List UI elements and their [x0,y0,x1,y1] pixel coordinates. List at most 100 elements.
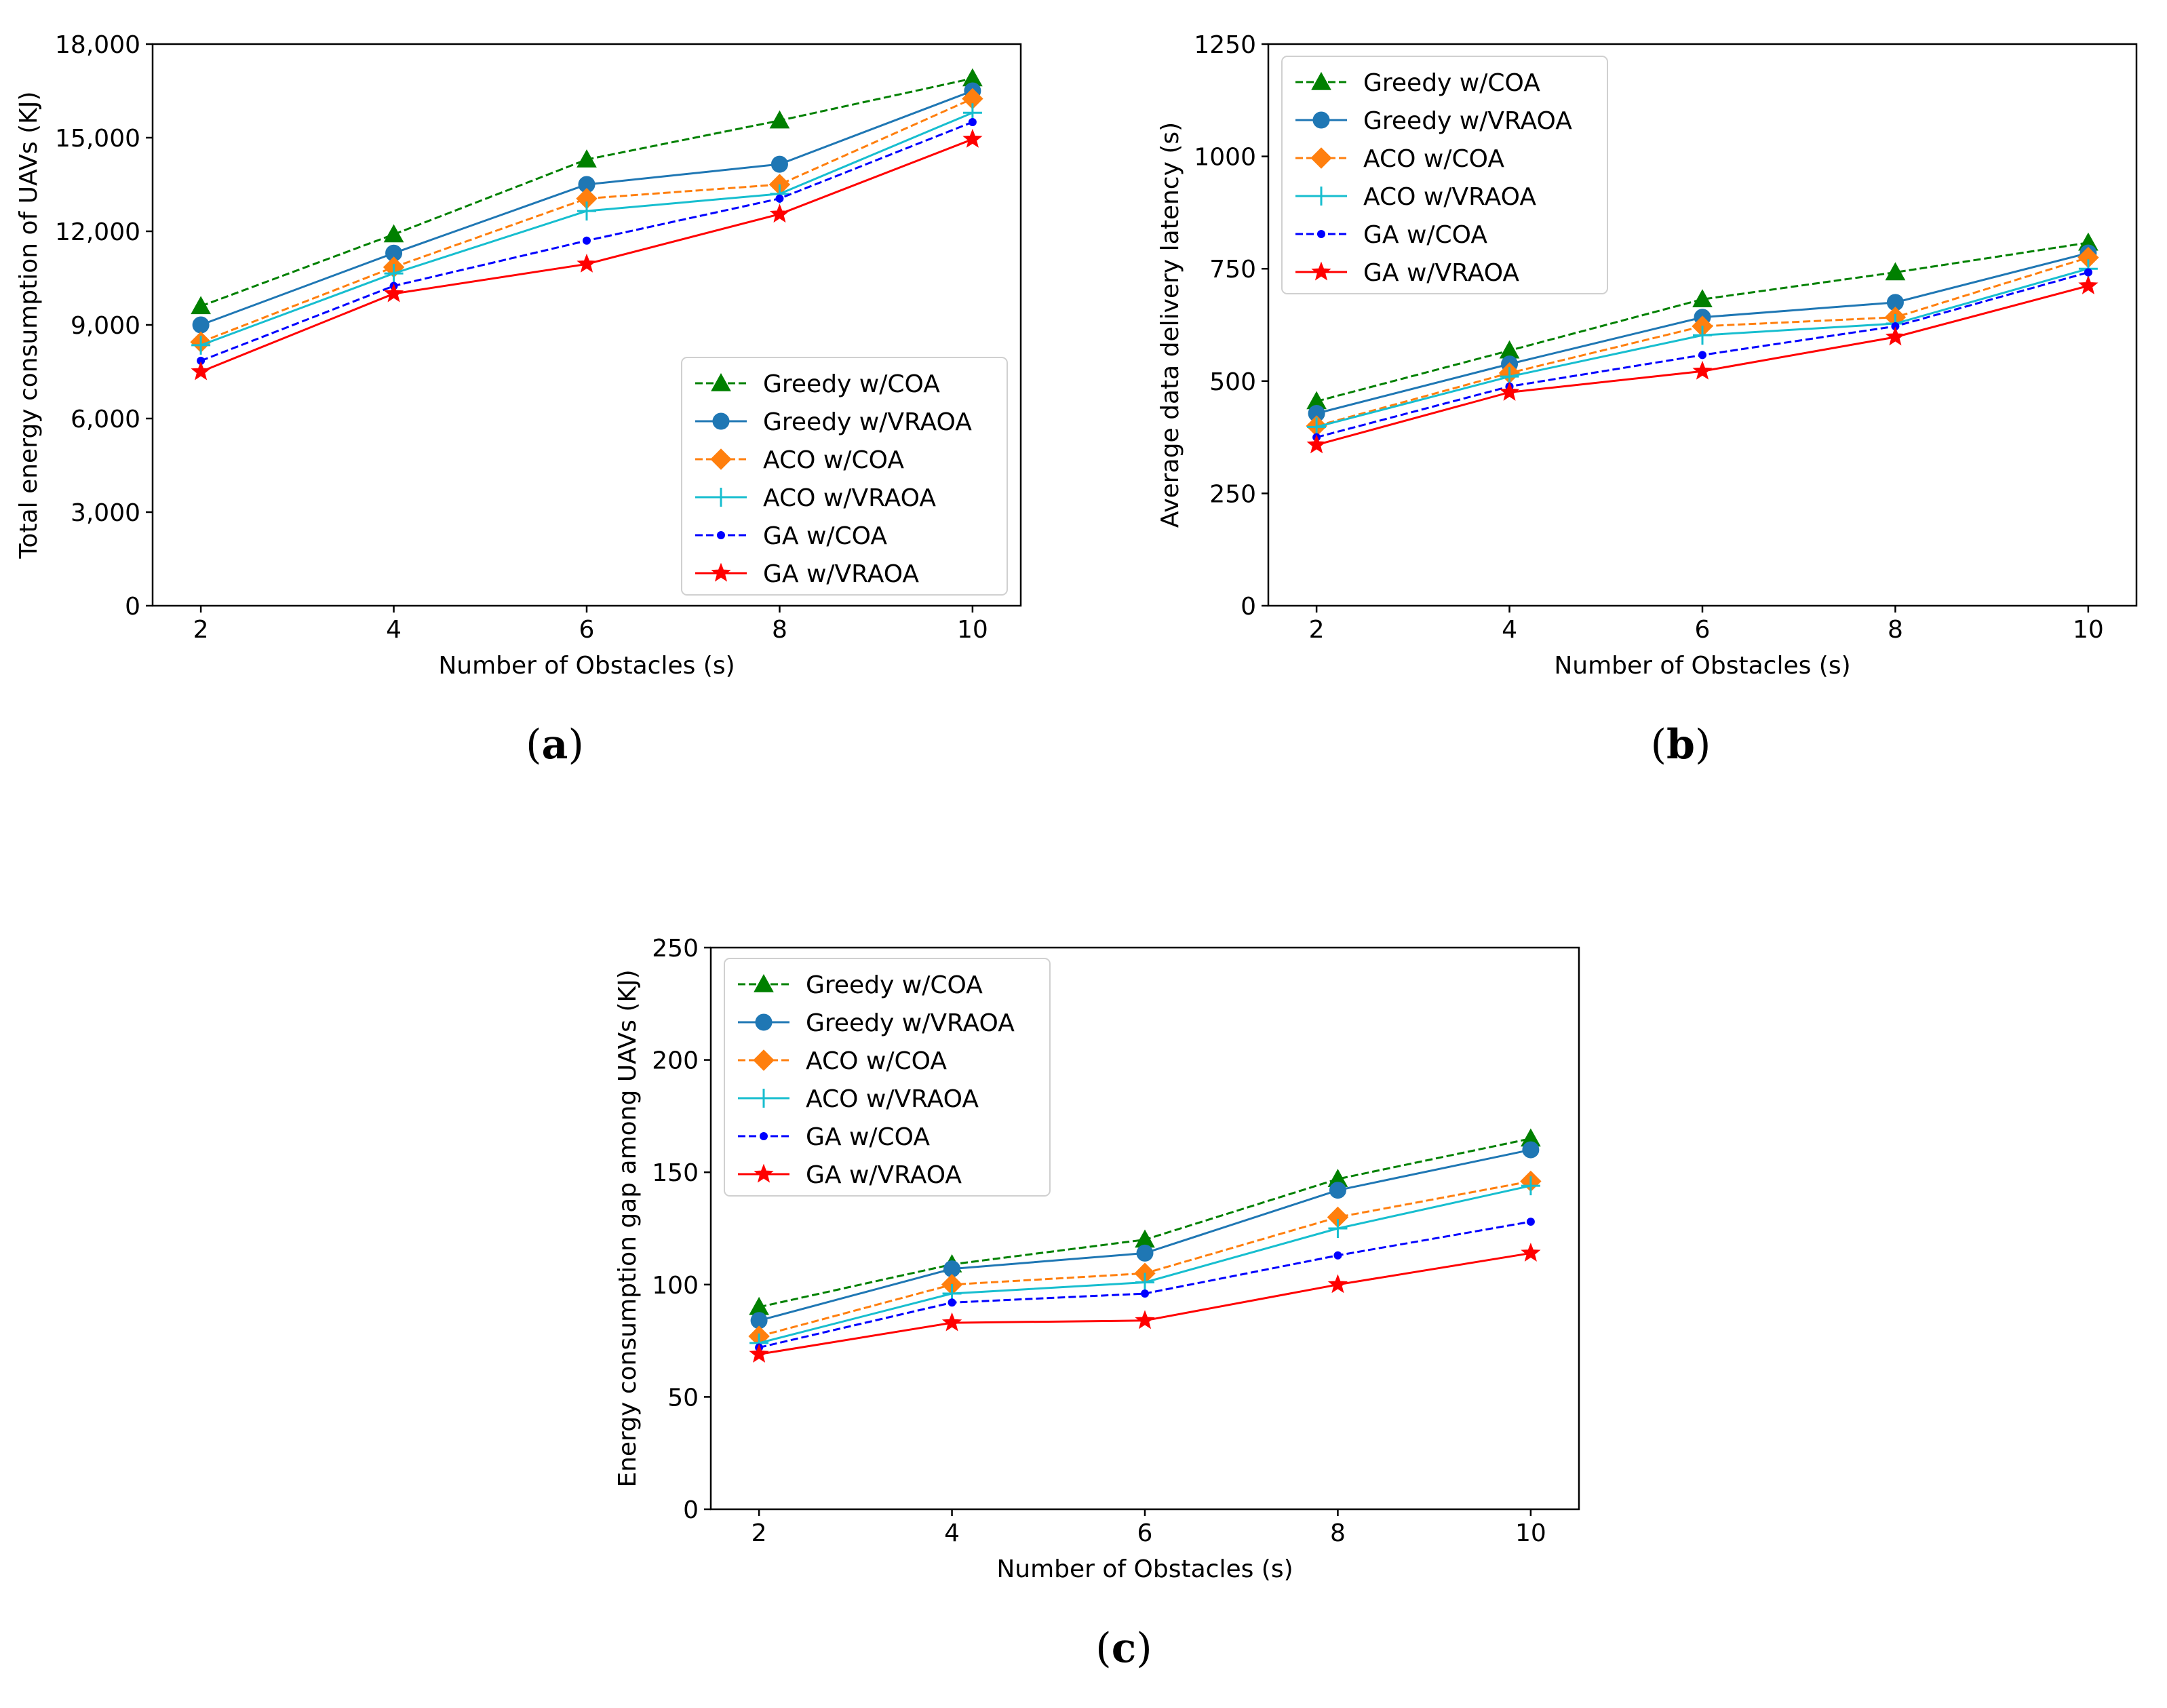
legend-label-aco_vraoa: ACO w/VRAOA [1363,183,1536,211]
data-point-greedy_vraoa-6 [1136,1244,1154,1262]
data-point-ga_vraoa-4 [1499,381,1520,401]
legend-marker-aco_vraoa [754,1089,773,1108]
y-axis-label: Average data delivery latency (s) [1156,122,1184,528]
data-point-greedy_vraoa-10 [1522,1141,1540,1159]
legend-label-greedy_vraoa: Greedy w/VRAOA [1363,107,1572,135]
y-tick-label: 150 [652,1159,699,1187]
legend: Greedy w/COA Greedy w/VRAOA ACO w/COA ACO w… [681,357,1008,596]
x-tick-label: 2 [1309,616,1325,644]
data-point-ga_coa-8 [1891,322,1900,330]
y-tick-label: 1000 [1194,144,1256,172]
legend-label-ga_vraoa: GA w/VRAOA [1363,259,1519,287]
y-tick-label: 0 [683,1496,699,1524]
x-axis-label: Number of Obstacles (s) [996,1555,1293,1583]
series-line-aco_coa [200,98,973,343]
legend-marker-greedy_vraoa [755,1013,773,1031]
data-point-ga_vraoa-8 [769,203,790,223]
data-point-ga_vraoa-8 [1885,326,1906,346]
data-point-ga_coa-4 [948,1298,956,1307]
data-point-ga_vraoa-6 [1135,1310,1155,1329]
legend-label-greedy_vraoa: Greedy w/VRAOA [806,1009,1015,1037]
legend-label-greedy_coa: Greedy w/COA [763,370,940,398]
y-tick-label: 0 [125,593,140,621]
x-tick-label: 8 [1888,616,1903,644]
y-tick-label: 250 [652,935,699,963]
legend-label-aco_vraoa: ACO w/VRAOA [806,1085,979,1113]
legend-box [1281,56,1608,294]
data-point-aco_vraoa-4 [384,264,404,284]
data-point-ga_coa-2 [197,356,206,365]
legend-marker-ga_vraoa [754,1163,774,1183]
panel-caption: (a) [526,721,584,769]
data-point-ga_coa-6 [1141,1289,1149,1298]
data-point-ga_vraoa-6 [577,253,597,273]
legend-box [724,958,1051,1197]
data-point-ga_coa-10 [968,118,977,126]
data-point-ga_coa-10 [2084,268,2092,277]
data-point-ga_vraoa-10 [2078,275,2098,294]
legend-label-greedy_vraoa: Greedy w/VRAOA [763,408,972,436]
x-tick-label: 6 [1695,616,1711,644]
legend-marker-ga_vraoa [1311,261,1331,281]
legend-marker-greedy_coa [711,372,731,391]
y-tick-label: 6,000 [71,406,140,433]
y-tick-label: 9,000 [71,312,140,340]
data-point-ga_coa-8 [1333,1251,1342,1260]
data-point-ga_coa-6 [583,236,591,245]
data-point-greedy_coa-6 [1692,289,1713,307]
series-line-aco_coa [1316,256,2089,427]
legend-marker-ga_vraoa [711,562,731,582]
legend-marker-aco_vraoa [1312,187,1331,206]
data-point-aco_vraoa-10 [1521,1176,1540,1196]
chart-a: 2 4 6 8 10 0 3,000 6,000 9,000 12,000 15,000 18,000… [15,31,1022,769]
x-tick-label: 6 [1137,1519,1153,1547]
data-point-ga_vraoa-6 [1692,360,1713,380]
x-tick-label: 8 [772,616,787,644]
legend-label-ga_coa: GA w/COA [806,1123,930,1151]
x-tick-label: 4 [1502,616,1517,644]
legend-marker-aco_coa [753,1049,775,1071]
legend: Greedy w/COA Greedy w/VRAOA ACO w/COA ACO w… [1281,56,1608,294]
legend-marker-ga_coa [1317,230,1325,238]
data-point-ga_vraoa-2 [749,1344,769,1363]
panel-caption: (b) [1651,721,1711,769]
data-point-greedy_vraoa-2 [192,316,210,334]
data-point-greedy_coa-6 [577,149,597,168]
legend-marker-aco_vraoa [711,488,730,507]
legend-marker-ga_coa [760,1132,768,1140]
legend-marker-greedy_vraoa [712,412,730,430]
legend-label-aco_coa: ACO w/COA [1363,145,1504,173]
data-point-ga_vraoa-4 [941,1312,962,1332]
x-tick-label: 10 [2073,616,2104,644]
y-tick-label: 100 [652,1272,699,1300]
legend-marker-aco_coa [1310,147,1332,169]
data-point-ga_coa-6 [1698,351,1706,360]
x-tick-label: 8 [1330,1519,1346,1547]
x-tick-label: 10 [957,616,988,644]
data-point-aco_vraoa-6 [577,201,596,221]
legend-marker-greedy_vraoa [1312,111,1330,129]
legend-label-aco_coa: ACO w/COA [763,446,904,474]
legend: Greedy w/COA Greedy w/VRAOA ACO w/COA ACO w… [724,958,1051,1197]
y-tick-label: 12,000 [55,218,140,246]
x-axis-label: Number of Obstacles (s) [438,652,735,680]
y-axis-label: Total energy consumption of UAVs (KJ) [15,92,43,560]
chart-b: 2 4 6 8 10 0 250 500 750 1000 1250 Number of Obstac… [1156,31,2138,769]
legend-label-greedy_coa: Greedy w/COA [1363,69,1540,97]
legend-marker-aco_coa [710,448,732,470]
legend-label-aco_coa: ACO w/COA [806,1047,947,1075]
data-point-ga_coa-8 [775,194,784,203]
legend-label-aco_vraoa: ACO w/VRAOA [763,484,936,512]
y-tick-label: 750 [1209,256,1256,284]
data-point-ga_vraoa-10 [962,128,983,148]
legend-box [681,357,1008,596]
legend-label-ga_vraoa: GA w/VRAOA [763,560,919,588]
legend-label-ga_coa: GA w/COA [763,522,887,550]
y-tick-label: 18,000 [55,31,140,59]
x-tick-label: 2 [751,1519,767,1547]
data-point-ga_vraoa-2 [191,361,211,381]
y-tick-label: 15,000 [55,125,140,153]
legend-label-ga_coa: GA w/COA [1363,221,1487,249]
legend-label-greedy_coa: Greedy w/COA [806,971,983,999]
